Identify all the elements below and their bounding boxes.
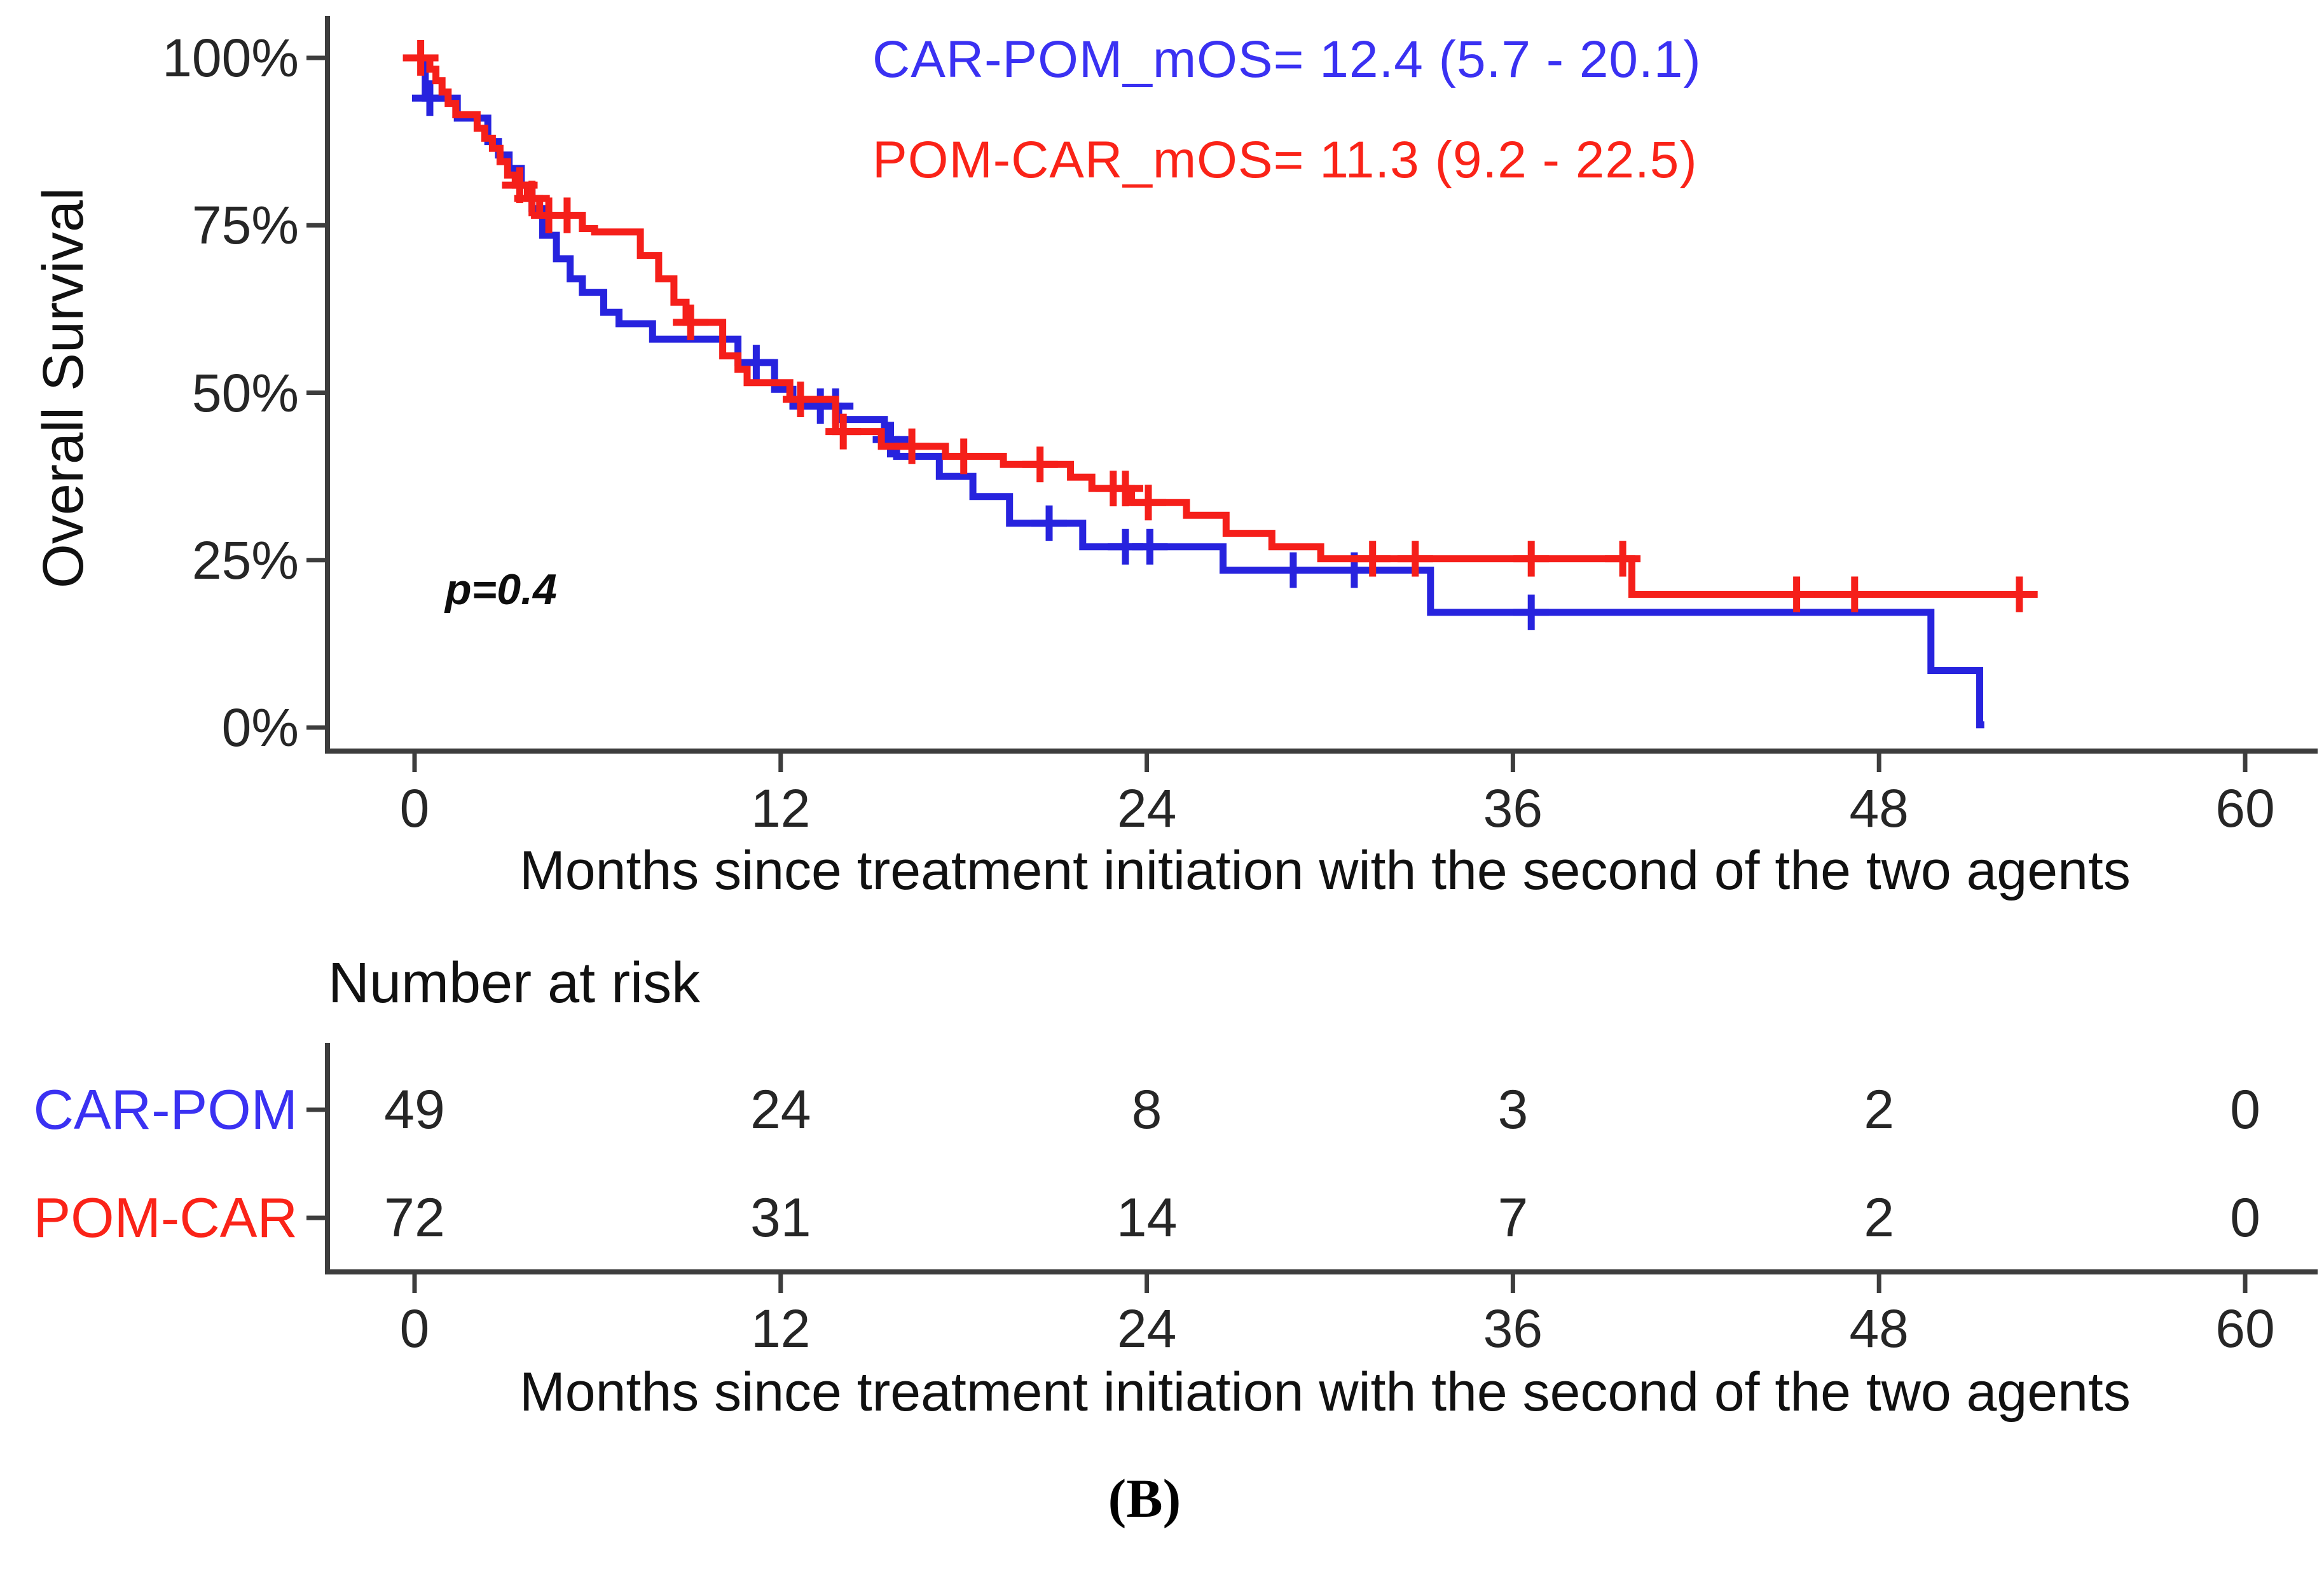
censor-mark-pom-car xyxy=(1108,471,1143,507)
x-tick-label: 24 xyxy=(1117,1299,1177,1358)
y-tick-label: 75% xyxy=(191,195,299,256)
censor-mark-pom-car xyxy=(945,438,982,474)
censor-mark-pom-car xyxy=(1836,576,1873,612)
risk-table-title: Number at risk xyxy=(328,951,701,1015)
y-tick-label: 100% xyxy=(162,28,299,88)
x-tick-label: 0 xyxy=(399,778,430,838)
x-tick-label: 60 xyxy=(2215,1299,2275,1358)
x-tick-label: 48 xyxy=(1849,1299,1909,1358)
x-tick-label: 24 xyxy=(1117,778,1177,838)
censor-mark-pom-car xyxy=(1513,541,1550,577)
censor-mark-car-pom xyxy=(1031,505,1067,541)
risk-row-label-pom-car: POM-CAR xyxy=(33,1186,298,1249)
legend-entry-car-pom: CAR-POM_mOS= 12.4 (5.7 - 20.1) xyxy=(872,31,1702,88)
p-value-annotation: p=0.4 xyxy=(445,565,557,614)
x-tick-label: 12 xyxy=(751,778,811,838)
censor-mark-pom-car xyxy=(402,40,439,76)
risk-count: 3 xyxy=(1497,1079,1529,1140)
censor-mark-car-pom xyxy=(738,345,774,381)
x-tick-label: 60 xyxy=(2215,778,2275,838)
risk-count: 72 xyxy=(384,1187,445,1248)
x-tick-label: 12 xyxy=(751,1299,811,1358)
y-tick-label: 0% xyxy=(221,698,299,757)
censor-mark-pom-car xyxy=(1022,446,1058,483)
risk-count: 7 xyxy=(1497,1187,1529,1248)
censor-mark-pom-car xyxy=(514,181,550,217)
risk-count: 14 xyxy=(1116,1187,1178,1248)
risk-count: 2 xyxy=(1864,1079,1895,1140)
censor-mark-pom-car xyxy=(825,413,862,450)
censor-mark-pom-car xyxy=(894,428,930,464)
risk-count: 49 xyxy=(384,1079,445,1140)
censor-mark-pom-car xyxy=(549,197,585,233)
risk-count: 8 xyxy=(1131,1079,1162,1140)
risk-row-label-car-pom: CAR-POM xyxy=(33,1078,298,1141)
risk-count: 0 xyxy=(2230,1079,2260,1140)
x-tick-label: 48 xyxy=(1849,778,1909,838)
censor-mark-pom-car xyxy=(1131,485,1166,521)
censor-mark-pom-car xyxy=(673,304,709,340)
risk-count: 2 xyxy=(1864,1187,1895,1248)
censor-mark-pom-car xyxy=(1605,541,1641,577)
y-axis-title: Overall Survival xyxy=(32,187,95,589)
censor-mark-car-pom xyxy=(412,80,448,116)
y-tick-label: 50% xyxy=(191,362,299,423)
legend-entry-pom-car: POM-CAR_mOS= 11.3 (9.2 - 22.5) xyxy=(872,131,1698,189)
x-tick-label: 36 xyxy=(1483,778,1543,838)
x-axis-title-main: Months since treatment initiation with t… xyxy=(519,840,2131,901)
censor-mark-pom-car xyxy=(1397,541,1433,577)
risk-count: 24 xyxy=(750,1079,811,1140)
censor-mark-pom-car xyxy=(1354,541,1391,577)
x-tick-label: 36 xyxy=(1483,1299,1543,1358)
censor-mark-car-pom xyxy=(1513,594,1550,630)
risk-count: 0 xyxy=(2230,1187,2260,1248)
censor-mark-pom-car xyxy=(783,382,818,417)
y-tick-label: 25% xyxy=(191,530,299,590)
risk-count: 31 xyxy=(750,1187,811,1248)
censor-mark-pom-car xyxy=(2001,576,2037,612)
censor-mark-car-pom xyxy=(1132,528,1168,565)
x-axis-title-bottom: Months since treatment initiation with t… xyxy=(519,1362,2131,1423)
censor-mark-car-pom xyxy=(1275,552,1311,588)
censor-mark-pom-car xyxy=(1778,576,1815,612)
x-tick-label: 0 xyxy=(399,1299,430,1358)
panel-caption: (B) xyxy=(1108,1468,1181,1529)
